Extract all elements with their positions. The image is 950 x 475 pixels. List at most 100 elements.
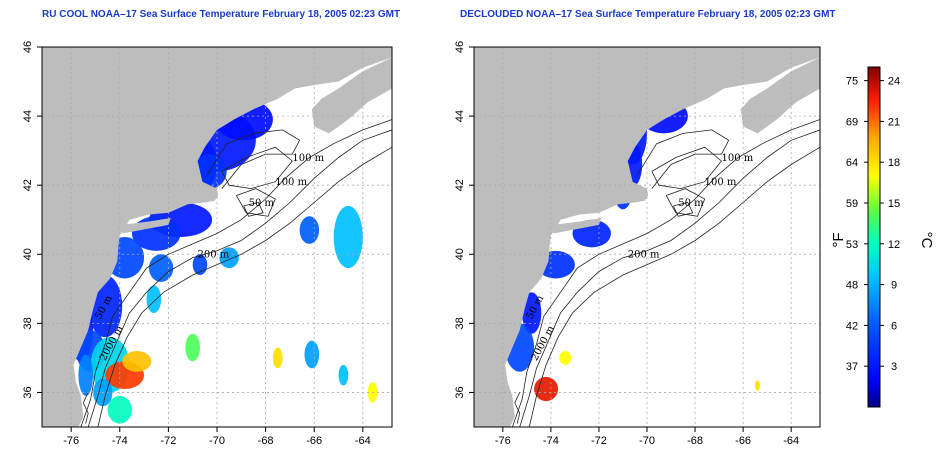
sst-patch <box>219 247 239 269</box>
y-tick-label: 44 <box>454 110 466 122</box>
colorbar-label-celsius: 6 <box>891 320 897 332</box>
contour-label: 100 m <box>292 153 324 164</box>
contour-line <box>80 119 392 427</box>
contour-label: 100 m <box>275 177 307 188</box>
x-tick-label: -64 <box>355 435 371 447</box>
contour-label: 200 m <box>628 250 660 261</box>
contour-line <box>528 146 820 427</box>
y-tick-label: 46 <box>454 41 466 53</box>
x-tick-label: -70 <box>209 435 225 447</box>
x-tick-label: -74 <box>543 435 559 447</box>
colorbar-label-fahrenheit: 59 <box>846 198 858 210</box>
contour-label: 100 m <box>705 177 737 188</box>
contour-line <box>519 129 820 427</box>
x-tick-label: -70 <box>639 435 655 447</box>
sst-patch <box>146 285 162 313</box>
land-mass <box>42 47 392 427</box>
sst-patch <box>333 205 363 269</box>
right-map-title: DECLOUDED NOAA–17 Sea Surface Temperatur… <box>460 9 836 20</box>
y-tick-label: 36 <box>454 386 466 398</box>
colorbar-label-celsius: 21 <box>888 116 900 128</box>
celsius-unit-label: °C <box>918 232 935 249</box>
sst-patch <box>755 380 760 391</box>
contour-line <box>651 146 723 190</box>
x-tick-label: -72 <box>591 435 607 447</box>
colorbar-label-celsius: 12 <box>888 239 900 251</box>
colorbar-label-fahrenheit: 48 <box>846 280 858 292</box>
contour-line <box>82 392 89 424</box>
contour-line <box>673 202 694 217</box>
sst-patch <box>534 376 559 402</box>
x-tick-label: -66 <box>306 435 322 447</box>
y-tick-label: 36 <box>22 386 34 398</box>
sst-patch <box>148 254 174 282</box>
land-long-island <box>553 218 602 234</box>
sst-patch <box>122 351 152 372</box>
sst-patch <box>304 340 320 369</box>
contour-line <box>665 188 706 217</box>
x-tick-label: -72 <box>160 435 176 447</box>
colorbar-label-fahrenheit: 37 <box>846 361 858 373</box>
sst-patch <box>185 333 200 362</box>
y-tick-label: 40 <box>454 248 466 260</box>
contour-line <box>236 188 276 217</box>
sst-patch <box>192 254 208 275</box>
contour-line <box>87 129 392 427</box>
x-tick-label: -76 <box>495 435 511 447</box>
contour-line <box>512 119 820 427</box>
colorbar-label-fahrenheit: 69 <box>846 116 858 128</box>
sst-patch <box>559 351 572 365</box>
sst-patch <box>338 364 349 386</box>
x-tick-label: -74 <box>112 435 128 447</box>
contour-label: 50 m <box>678 198 704 209</box>
colorbar-label-fahrenheit: 53 <box>846 239 858 251</box>
fahrenheit-unit-label: °F <box>830 232 847 247</box>
land-mass <box>474 47 820 427</box>
contour-line <box>221 146 293 190</box>
x-tick-label: -64 <box>783 435 799 447</box>
grid <box>42 47 392 427</box>
colorbar: 24 75 21 69 18 64 15 59 12 53 9 48 6 42 3 37 °F °C <box>830 66 935 408</box>
colorbar-label-celsius: 18 <box>888 157 900 169</box>
colorbar-label-celsius: 15 <box>888 198 900 210</box>
y-tick-label: 42 <box>22 179 34 191</box>
y-tick-label: 38 <box>454 317 466 329</box>
sst-patch <box>522 292 542 334</box>
colorbar-gradient <box>867 66 881 408</box>
x-tick-label: -66 <box>735 435 751 447</box>
land-long-island <box>122 218 171 234</box>
colorbar-label-fahrenheit: 64 <box>846 157 858 169</box>
left-map-title: RU COOL NOAA–17 Sea Surface Temperature … <box>42 9 401 20</box>
y-tick-label: 46 <box>22 41 34 53</box>
contour-label: 50 m <box>249 198 275 209</box>
sst-patch <box>78 354 94 396</box>
y-tick-label: 40 <box>22 248 34 260</box>
sst-patch <box>299 216 320 244</box>
contour-line <box>514 392 521 424</box>
colorbar-label-fahrenheit: 75 <box>846 76 858 88</box>
colorbar-label-celsius: 3 <box>891 361 897 373</box>
sst-patch <box>107 395 132 424</box>
contour-line <box>97 146 392 427</box>
grid <box>474 47 820 427</box>
y-tick-label: 44 <box>22 110 34 122</box>
contour-label: 100 m <box>721 153 753 164</box>
colorbar-label-fahrenheit: 42 <box>846 320 858 332</box>
contour-line <box>637 129 730 189</box>
colorbar-label-celsius: 24 <box>888 76 900 88</box>
land-nova-scotia <box>740 57 820 134</box>
x-tick-label: -68 <box>258 435 274 447</box>
contour-line <box>206 129 301 189</box>
bathymetry-contours <box>80 119 392 427</box>
y-tick-label: 42 <box>454 179 466 191</box>
contour-line <box>243 202 264 217</box>
x-tick-label: -76 <box>63 435 79 447</box>
land-nova-scotia <box>311 57 392 134</box>
sst-patch <box>272 347 283 369</box>
y-tick-label: 38 <box>22 317 34 329</box>
colorbar-label-celsius: 9 <box>891 280 897 292</box>
contour-label: 200 m <box>198 250 230 261</box>
